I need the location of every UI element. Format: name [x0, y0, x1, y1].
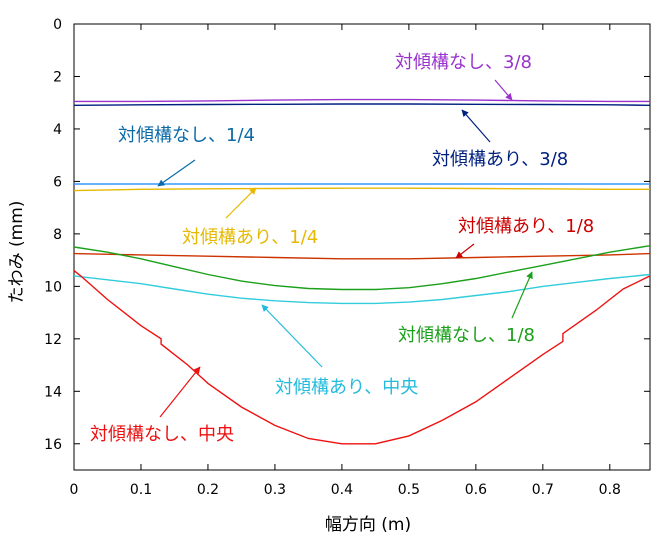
plot-area	[73, 23, 651, 471]
annotation-label: 対傾構あり、1/4	[182, 227, 318, 248]
annotation-label: 対傾構あり、3/8	[432, 149, 568, 170]
y-tick-label: 4	[53, 122, 62, 138]
series-line-5	[73, 245, 651, 291]
x-tick-label: 0.6	[465, 482, 487, 498]
x-tick-label: 0.8	[599, 482, 621, 498]
x-tick-label: 0.7	[532, 482, 554, 498]
annotation-arrow	[511, 271, 533, 319]
x-tick-label: 0.1	[130, 482, 152, 498]
series-line-6	[73, 273, 651, 305]
annotation-label: 対傾構あり、中央	[275, 377, 418, 398]
annotation-arrow	[461, 109, 491, 143]
y-tick-label: 6	[53, 174, 62, 190]
annotation-arrow	[157, 159, 196, 187]
y-tick-label: 12	[44, 332, 62, 348]
annotation-label: 対傾構なし、3/8	[395, 52, 532, 73]
x-tick-label: 0.5	[398, 482, 420, 498]
annotation-label: 対傾構なし、中央	[90, 424, 234, 445]
annotation-label: 対傾構なし、1/8	[398, 325, 535, 346]
y-axis-title: たわみ (mm)	[7, 201, 27, 304]
y-tick-label: 14	[44, 384, 62, 400]
x-tick-label: 0.2	[197, 482, 219, 498]
x-axis-title: 幅方向 (m)	[325, 515, 411, 535]
y-tick-label: 8	[53, 227, 62, 243]
x-tick-label: 0	[70, 482, 79, 498]
annotation-label: 対傾構なし、1/4	[118, 125, 255, 146]
annotation-arrow	[159, 366, 201, 418]
series-line-1	[73, 103, 651, 106]
series-line-0	[74, 98, 650, 103]
annotation-arrow	[225, 187, 257, 219]
x-tick-label: 0.3	[264, 482, 286, 498]
annotation-arrow	[494, 79, 513, 101]
series-line-7	[73, 270, 651, 445]
y-tick-label: 2	[53, 69, 62, 85]
y-tick-label: 0	[53, 17, 62, 33]
y-tick-label: 10	[44, 279, 62, 295]
series-line-3	[73, 187, 650, 192]
annotation-arrow	[261, 304, 323, 368]
series-line-4	[73, 252, 651, 260]
x-tick-label: 0.4	[331, 482, 353, 498]
annotation-arrow	[455, 243, 475, 259]
annotation-label: 対傾構あり、1/8	[458, 216, 594, 237]
y-tick-label: 16	[44, 437, 62, 453]
